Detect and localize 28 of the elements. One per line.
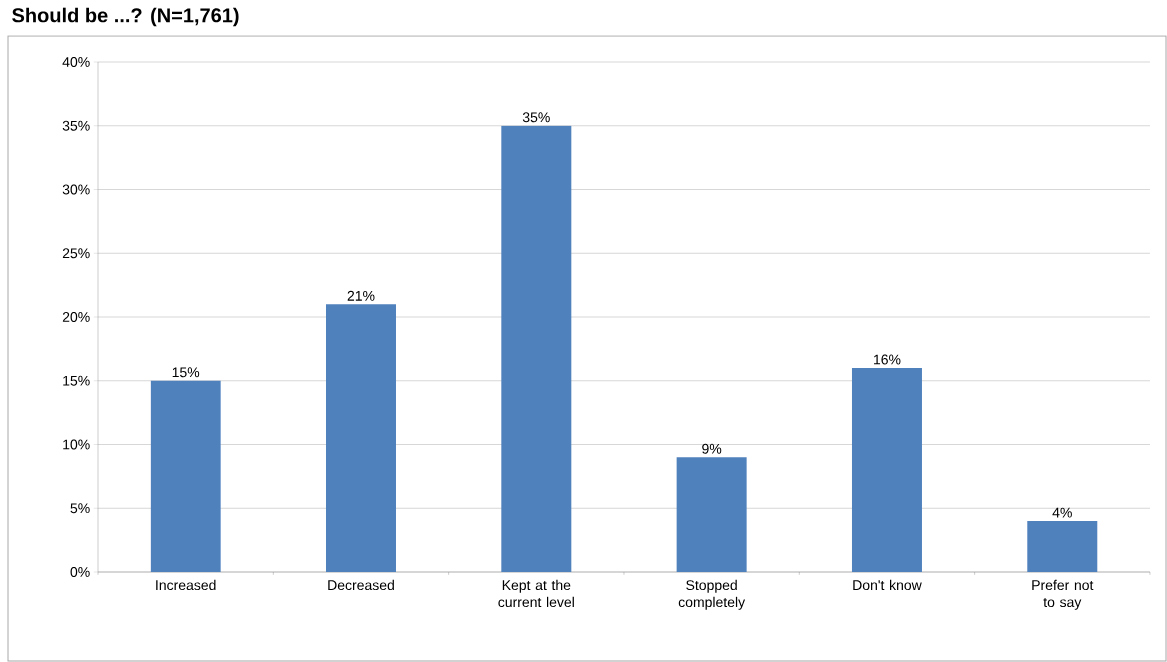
y-tick-label: 10% — [63, 439, 90, 450]
y-tick-label: 15% — [63, 375, 90, 386]
bar — [150, 380, 221, 573]
x-tick-label: Don't know — [853, 579, 922, 591]
x-tick-label: Kept at the current level — [498, 579, 574, 608]
bar — [1027, 521, 1098, 573]
data-label: 35% — [522, 112, 550, 123]
bar — [851, 368, 922, 573]
x-tick-label: Prefer not to say — [1032, 579, 1094, 610]
bar — [325, 304, 396, 573]
y-tick-label: 35% — [62, 120, 90, 131]
data-label: 4% — [1052, 507, 1072, 518]
y-tick-label: 20% — [62, 312, 90, 322]
data-label: 15% — [172, 367, 200, 378]
x-tick-label: Stopped completely — [678, 579, 746, 610]
bar — [676, 457, 747, 573]
y-tick-label: 25% — [62, 248, 90, 259]
y-tick-label: 30% — [62, 184, 90, 195]
y-tick-label: 0% — [70, 567, 90, 577]
bar — [501, 125, 572, 573]
chart-title: Should be ...? (N=1,761) — [12, 7, 239, 27]
data-label: 16% — [874, 354, 901, 365]
x-tick-label: Decreased — [328, 579, 394, 591]
y-tick-label: 5% — [70, 503, 90, 514]
y-tick-label: 40% — [62, 57, 90, 67]
data-label: 9% — [702, 443, 722, 454]
x-tick-label: Increased — [156, 579, 216, 591]
data-label: 21% — [347, 290, 375, 301]
